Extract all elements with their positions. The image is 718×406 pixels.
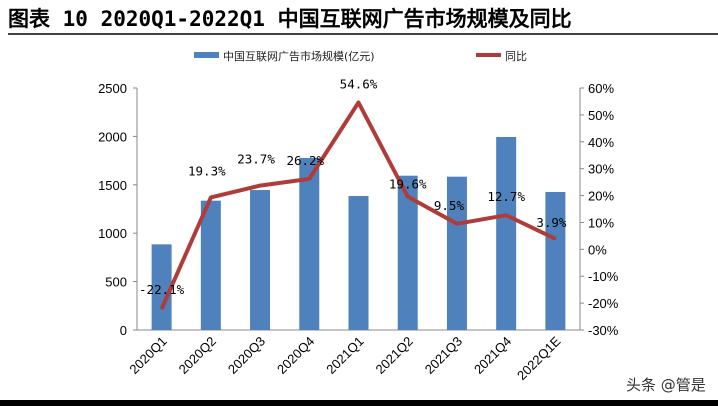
bar <box>397 175 418 330</box>
left-tick-label: 1000 <box>98 226 127 241</box>
bar <box>496 136 517 330</box>
data-label: 54.6% <box>340 77 378 92</box>
right-tick-label: 0% <box>588 242 607 257</box>
yoy-point <box>357 101 360 104</box>
left-tick-label: 1500 <box>98 178 127 193</box>
x-tick-label: 2021Q2 <box>373 334 416 377</box>
bar <box>446 176 467 330</box>
bar <box>299 157 320 330</box>
bar <box>348 196 369 330</box>
data-label: 19.3% <box>188 163 226 178</box>
right-tick-label: -30% <box>588 323 619 338</box>
data-label: -22.1% <box>139 282 185 297</box>
x-tick-label: 2021Q4 <box>471 334 514 377</box>
bottom-rule <box>0 400 718 406</box>
left-tick-label: 2000 <box>98 129 127 144</box>
data-label: 12.7% <box>487 189 525 204</box>
x-tick-label: 2020Q3 <box>225 334 268 377</box>
watermark: 头条 @管是 <box>626 376 706 394</box>
yoy-point <box>406 195 409 198</box>
yoy-point <box>308 177 311 180</box>
right-tick-label: 50% <box>588 108 614 123</box>
legend-label-line: 同比 <box>505 50 527 63</box>
x-tick-label: 2022Q1E <box>514 333 564 383</box>
yoy-point <box>505 214 508 217</box>
x-tick-label: 2021Q3 <box>422 334 465 377</box>
right-tick-label: 60% <box>588 81 614 96</box>
bar <box>151 244 172 330</box>
data-label: 9.5% <box>434 198 465 213</box>
x-tick-label: 2020Q1 <box>126 334 169 377</box>
legend-swatch-bars <box>194 52 219 58</box>
right-tick-label: -10% <box>588 269 619 284</box>
data-label: 19.6% <box>389 177 427 192</box>
yoy-point <box>209 196 212 199</box>
data-label: 26.2% <box>286 153 324 168</box>
data-label: 3.9% <box>536 215 567 230</box>
chart-title: 图表 10 2020Q1-2022Q1 中国互联网广告市场规模及同比 <box>8 7 572 31</box>
right-tick-label: -20% <box>588 296 619 311</box>
bar <box>200 200 221 330</box>
x-tick-label: 2020Q2 <box>176 334 219 377</box>
left-tick-label: 500 <box>105 275 127 290</box>
right-tick-label: 20% <box>588 189 614 204</box>
yoy-point <box>160 307 163 310</box>
bar <box>250 190 271 330</box>
yoy-point <box>455 222 458 225</box>
right-tick-label: 10% <box>588 215 614 230</box>
right-tick-label: 30% <box>588 162 614 177</box>
data-label: 23.7% <box>237 152 275 167</box>
legend: 中国互联网广告市场规模(亿元) 同比 <box>194 49 527 63</box>
left-tick-label: 2500 <box>98 81 127 96</box>
x-tick-label: 2021Q1 <box>323 334 366 377</box>
yoy-point <box>554 237 557 240</box>
legend-label-bars: 中国互联网广告市场规模(亿元) <box>223 49 375 63</box>
bar <box>545 191 566 330</box>
x-tick-label: 2020Q4 <box>274 334 317 377</box>
right-tick-label: 40% <box>588 135 614 150</box>
left-tick-label: 0 <box>120 323 127 338</box>
legend-swatch-line <box>476 53 501 57</box>
yoy-point <box>259 184 262 187</box>
